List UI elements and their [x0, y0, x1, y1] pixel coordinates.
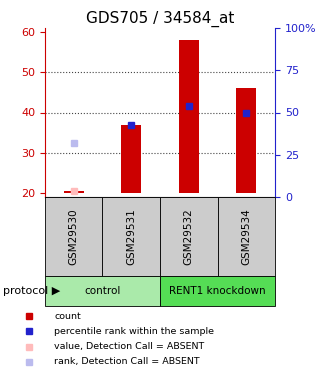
- Text: percentile rank within the sample: percentile rank within the sample: [54, 327, 214, 336]
- Text: GSM29534: GSM29534: [241, 208, 252, 265]
- Text: value, Detection Call = ABSENT: value, Detection Call = ABSENT: [54, 342, 205, 351]
- Bar: [63, 191, 84, 193]
- Text: GSM29531: GSM29531: [126, 208, 136, 265]
- Bar: [160, 276, 275, 306]
- Bar: [45, 197, 102, 276]
- Text: GSM29530: GSM29530: [68, 208, 79, 265]
- Bar: [160, 197, 218, 276]
- Bar: [45, 276, 160, 306]
- Text: control: control: [84, 286, 121, 296]
- Text: rank, Detection Call = ABSENT: rank, Detection Call = ABSENT: [54, 357, 200, 366]
- Text: RENT1 knockdown: RENT1 knockdown: [169, 286, 266, 296]
- Bar: [179, 40, 199, 193]
- Text: count: count: [54, 312, 81, 321]
- Text: GDS705 / 34584_at: GDS705 / 34584_at: [86, 11, 234, 27]
- Bar: [121, 124, 141, 193]
- Bar: [102, 197, 160, 276]
- Bar: [236, 88, 257, 193]
- Bar: [218, 197, 275, 276]
- Text: GSM29532: GSM29532: [184, 208, 194, 265]
- Text: protocol ▶: protocol ▶: [3, 286, 60, 296]
